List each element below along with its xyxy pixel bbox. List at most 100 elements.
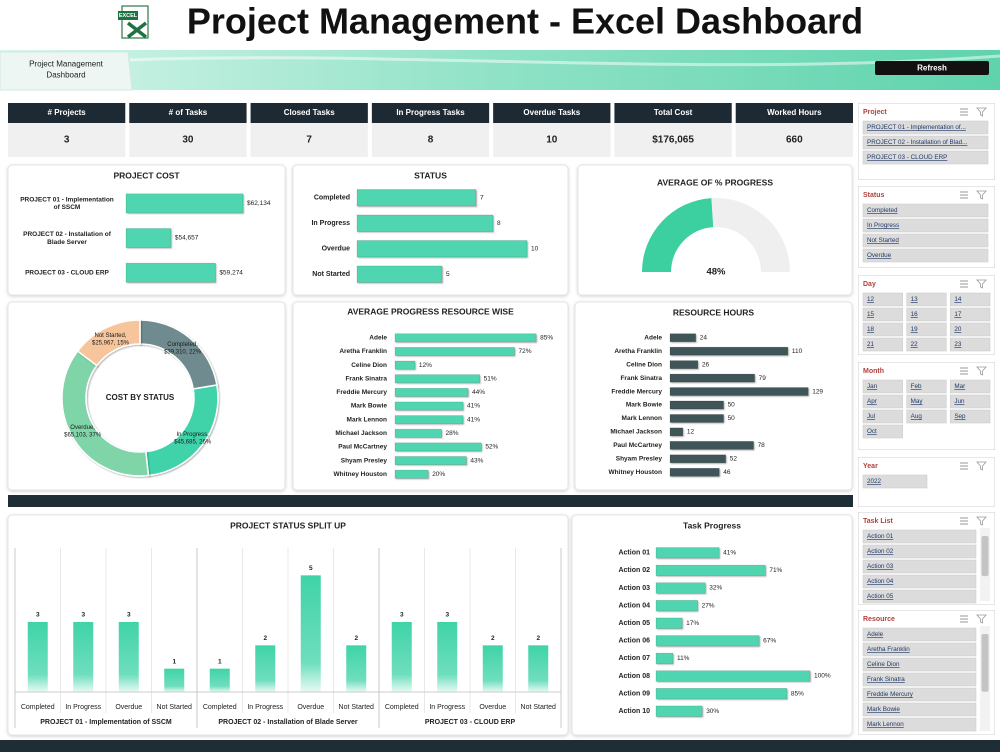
slicer-item-label[interactable]: 15: [867, 311, 875, 318]
multi-select-icon[interactable]: [960, 517, 968, 525]
slicer-item-bg[interactable]: [906, 307, 947, 322]
slicer-item[interactable]: PROJECT 02 - Installation of Blad...: [862, 135, 989, 150]
slicer-item-bg[interactable]: [906, 322, 947, 337]
slicer-item-label[interactable]: Jan: [867, 383, 878, 390]
slicer-item-label[interactable]: Action 04: [867, 578, 894, 585]
slicer-item-bg[interactable]: [862, 687, 977, 702]
slicer-item-label[interactable]: Mark Lennon: [867, 721, 904, 728]
slicer-item-label[interactable]: Frank Sinatra: [867, 676, 905, 683]
slicer-item[interactable]: Adele: [862, 627, 977, 642]
multi-select-icon[interactable]: [960, 615, 968, 623]
multi-select-icon[interactable]: [960, 108, 968, 116]
slicer-item[interactable]: 12: [862, 292, 903, 307]
slicer-item-label[interactable]: Aug: [911, 413, 923, 420]
slicer-item-label[interactable]: Freddie Mercury: [867, 691, 914, 698]
slicer-item-bg[interactable]: [862, 544, 977, 559]
slicer-item-bg[interactable]: [862, 135, 989, 150]
slicer-item-label[interactable]: Sep: [954, 413, 966, 420]
slicer-item-label[interactable]: 19: [911, 326, 919, 333]
slicer-item-label[interactable]: Feb: [911, 383, 922, 390]
slicer-item-bg[interactable]: [906, 379, 947, 394]
slicer-item-bg[interactable]: [862, 233, 989, 248]
slicer-item-bg[interactable]: [906, 409, 947, 424]
slicer-item[interactable]: Action 05: [862, 589, 977, 604]
slicer-item-label[interactable]: Aretha Franklin: [867, 646, 910, 653]
slicer-item[interactable]: Freddie Mercury: [862, 687, 977, 702]
slicer-item-label[interactable]: Celine Dion: [867, 661, 900, 668]
slicer-item-bg[interactable]: [862, 717, 977, 732]
slicer-item-label[interactable]: Mar: [954, 383, 965, 390]
slicer-item-label[interactable]: Mark Bowie: [867, 706, 900, 713]
button-bg[interactable]: [875, 61, 989, 75]
slicer-item-bg[interactable]: [862, 672, 977, 687]
slicer-item-bg[interactable]: [950, 337, 991, 352]
slicer-item-label[interactable]: 13: [911, 296, 919, 303]
button-label[interactable]: Refresh: [917, 64, 947, 73]
slicer-item[interactable]: Aretha Franklin: [862, 642, 977, 657]
slicer-item-label[interactable]: 20: [954, 326, 962, 333]
slicer-item-bg[interactable]: [862, 409, 903, 424]
clear-filter-icon[interactable]: [976, 366, 987, 376]
slicer-item[interactable]: Jun: [950, 394, 991, 409]
slicer-item-bg[interactable]: [862, 474, 928, 489]
slicer-item-bg[interactable]: [862, 627, 977, 642]
scrollbar-thumb[interactable]: [981, 634, 989, 692]
slicer-item[interactable]: 18: [862, 322, 903, 337]
slicer-item-bg[interactable]: [862, 589, 977, 604]
slicer-item-label[interactable]: 16: [911, 311, 919, 318]
slicer-item[interactable]: Jan: [862, 379, 903, 394]
slicer-item[interactable]: 16: [906, 307, 947, 322]
slicer-item[interactable]: 2022: [862, 474, 928, 489]
slicer-item-label[interactable]: 12: [867, 296, 875, 303]
slicer-item[interactable]: 15: [862, 307, 903, 322]
clear-filter-icon[interactable]: [976, 614, 987, 624]
slicer-item-bg[interactable]: [862, 559, 977, 574]
slicer-item[interactable]: Action 03: [862, 559, 977, 574]
slicer-item[interactable]: 14: [950, 292, 991, 307]
slicer-item[interactable]: In Progress: [862, 218, 989, 233]
slicer-item-bg[interactable]: [862, 120, 989, 135]
slicer-item-bg[interactable]: [862, 529, 977, 544]
slicer-item[interactable]: May: [906, 394, 947, 409]
slicer-item-bg[interactable]: [862, 292, 903, 307]
slicer-item-bg[interactable]: [950, 322, 991, 337]
slicer-item[interactable]: PROJECT 01 - Implementation of...: [862, 120, 989, 135]
slicer-item-bg[interactable]: [862, 642, 977, 657]
slicer-item-bg[interactable]: [950, 292, 991, 307]
slicer-item-label[interactable]: 21: [867, 341, 875, 348]
slicer-item-bg[interactable]: [906, 337, 947, 352]
slicer-item-label[interactable]: PROJECT 02 - Installation of Blad...: [867, 139, 968, 146]
slicer-item-bg[interactable]: [862, 322, 903, 337]
clear-filter-icon[interactable]: [976, 461, 987, 471]
slicer-item-label[interactable]: 2022: [867, 478, 882, 485]
slicer-item-label[interactable]: Apr: [867, 398, 877, 405]
slicer-item-label[interactable]: Oct: [867, 428, 877, 435]
slicer-item[interactable]: Mark Lennon: [862, 717, 977, 732]
slicer-item-bg[interactable]: [950, 379, 991, 394]
slicer-item-label[interactable]: PROJECT 01 - Implementation of...: [867, 124, 966, 131]
clear-filter-icon[interactable]: [976, 279, 987, 289]
slicer-item[interactable]: Jul: [862, 409, 903, 424]
slicer-item[interactable]: Not Started: [862, 233, 989, 248]
multi-select-icon[interactable]: [960, 280, 968, 288]
slicer-item-label[interactable]: Action 02: [867, 548, 894, 555]
slicer-item-label[interactable]: Jul: [867, 413, 875, 420]
slicer-item[interactable]: Celine Dion: [862, 657, 977, 672]
slicer-item[interactable]: 17: [950, 307, 991, 322]
slicer-item-bg[interactable]: [950, 307, 991, 322]
slicer-item-bg[interactable]: [862, 657, 977, 672]
slicer-item[interactable]: Action 01: [862, 529, 977, 544]
slicer-item-label[interactable]: 14: [954, 296, 962, 303]
slicer-item-label[interactable]: 23: [954, 341, 962, 348]
scrollbar-thumb[interactable]: [981, 536, 989, 577]
slicer-item-label[interactable]: Action 05: [867, 593, 894, 600]
slicer-item-label[interactable]: 18: [867, 326, 875, 333]
slicer-item[interactable]: Completed: [862, 203, 989, 218]
slicer-item[interactable]: Mar: [950, 379, 991, 394]
slicer-item-bg[interactable]: [862, 574, 977, 589]
clear-filter-icon[interactable]: [976, 107, 987, 117]
slicer-item-label[interactable]: Action 03: [867, 563, 894, 570]
slicer-item[interactable]: 20: [950, 322, 991, 337]
slicer-item-label[interactable]: Jun: [954, 398, 965, 405]
slicer-item-bg[interactable]: [906, 394, 947, 409]
